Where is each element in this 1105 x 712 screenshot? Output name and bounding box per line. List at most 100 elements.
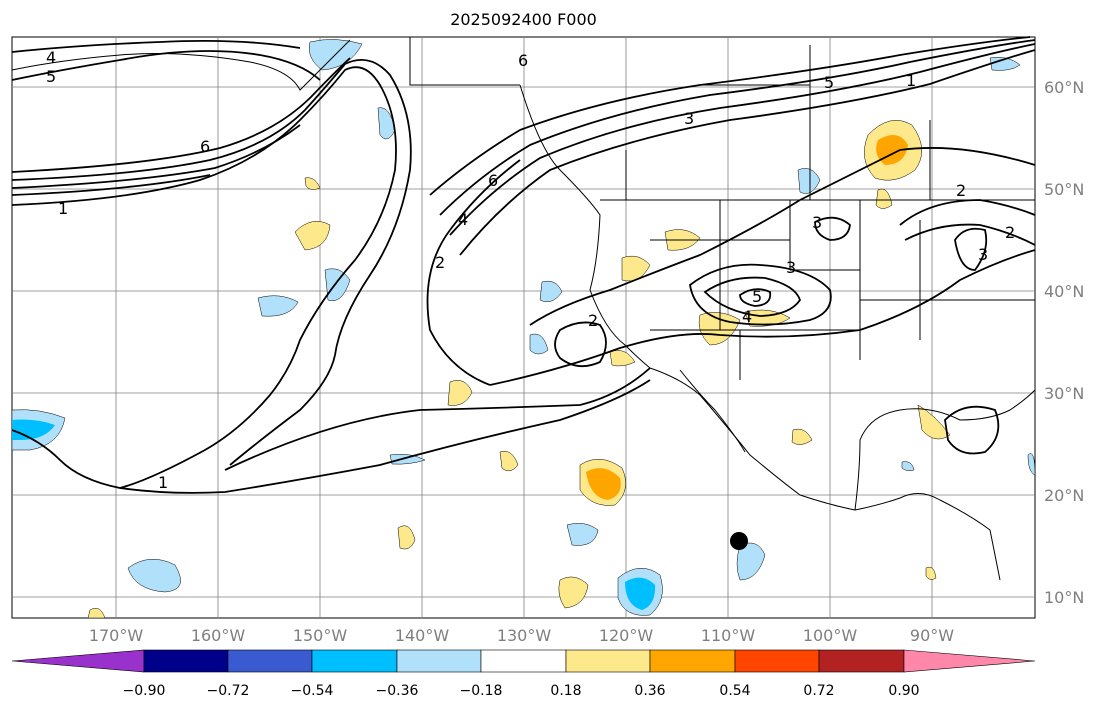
lon-label: 120°W [598, 626, 654, 645]
contour-19 [814, 216, 851, 241]
negative-anomaly [1027, 453, 1036, 476]
contour-label: 2 [435, 253, 445, 272]
lon-label: 90°W [909, 626, 955, 645]
colorbar-tick: −0.18 [459, 683, 503, 699]
positive-anomaly [87, 608, 106, 619]
location-marker [730, 532, 748, 550]
contour-24 [224, 367, 651, 471]
positive-anomaly-core [586, 468, 621, 500]
colorbar-segment [903, 649, 1036, 673]
positive-anomaly [304, 177, 321, 190]
contour-13 [426, 159, 521, 386]
colorbar-segment [227, 649, 313, 673]
positive-anomaly [397, 525, 416, 550]
plot-frame [11, 36, 1036, 619]
contour-16 [689, 263, 832, 326]
contour-label: 3 [684, 109, 694, 128]
colorbar-segment [143, 649, 229, 673]
colorbar [11, 649, 1036, 673]
contour-label: 1 [58, 199, 68, 218]
colorbar-tick: 0.72 [803, 683, 835, 699]
negative-anomaly [901, 461, 915, 471]
contour-label: 3 [812, 213, 822, 232]
contour-22 [954, 227, 988, 271]
contour-5 [11, 174, 211, 196]
contour-label: 4 [46, 48, 56, 67]
contour-label: 1 [158, 473, 168, 492]
colorbar-tick: −0.90 [122, 683, 166, 699]
colorbar-tick: −0.36 [375, 683, 419, 699]
negative-anomaly [539, 280, 563, 302]
colorbar-tick: 0.18 [550, 683, 582, 699]
contour-18 [739, 288, 772, 307]
contour-label: 6 [488, 171, 498, 190]
contour-7 [11, 39, 301, 53]
contour-4 [11, 124, 301, 189]
negative-anomaly [127, 559, 181, 593]
positive-anomaly [447, 380, 473, 406]
contour-label: 4 [742, 307, 752, 326]
contour-10 [449, 43, 1036, 236]
positive-anomaly [294, 221, 331, 251]
negative-anomaly [797, 168, 821, 194]
contour-label: 6 [200, 137, 210, 156]
lat-label: 40°N [1044, 282, 1085, 301]
negative-anomaly [566, 523, 599, 546]
contour-label: 2 [956, 181, 966, 200]
colorbar-segment [565, 649, 651, 673]
contour-2 [11, 59, 412, 466]
contour-14 [489, 249, 1036, 386]
negative-anomaly [736, 542, 766, 581]
lat-label: 60°N [1044, 78, 1085, 97]
colorbar-segment [11, 649, 145, 673]
positive-anomaly [558, 576, 589, 609]
positive-anomaly [917, 404, 951, 440]
contour-21 [904, 223, 1036, 246]
colorbar-segment [396, 649, 482, 673]
positive-anomaly [621, 255, 651, 282]
colorbar-segment [818, 649, 905, 673]
contour-17 [703, 276, 801, 317]
lat-label: 50°N [1044, 180, 1085, 199]
coastlines [11, 37, 1036, 581]
lon-label: 100°W [802, 626, 858, 645]
positive-anomaly [925, 566, 937, 580]
colorbar-tick: −0.54 [290, 683, 334, 699]
contour-25 [119, 379, 651, 494]
contour-20 [899, 199, 1036, 226]
colorbar-tick: −0.72 [206, 683, 250, 699]
colorbar-segment [480, 649, 567, 673]
contour-labels: 4 5 6 1 6 5 1 3 6 4 2 2 3 2 3 3 5 4 2 1 [46, 48, 1015, 492]
lon-label: 140°W [394, 626, 450, 645]
colorbar-segment [734, 649, 820, 673]
contour-label: 1 [906, 71, 916, 90]
positive-anomaly [609, 350, 636, 367]
positive-anomaly [791, 428, 813, 445]
map-title: 2025092400 F000 [450, 10, 597, 29]
positive-anomaly [499, 451, 519, 472]
contours [11, 36, 1036, 494]
lon-label: 170°W [88, 626, 144, 645]
colorbar-tick: 0.36 [634, 683, 666, 699]
negative-anomaly [529, 333, 549, 355]
colorbar-tick: 0.54 [719, 683, 751, 699]
contour-11 [459, 49, 1036, 256]
contour-12 [529, 147, 1036, 326]
contour-label: 5 [46, 67, 56, 86]
contour-label: 3 [786, 258, 796, 277]
lat-label: 20°N [1044, 486, 1085, 505]
contour-label: 4 [458, 210, 468, 229]
contour-label: 5 [824, 73, 834, 92]
contour-1 [11, 66, 397, 489]
contour-label: 2 [1005, 223, 1015, 242]
contour-label: 5 [752, 287, 762, 306]
lat-label: 10°N [1044, 588, 1085, 607]
colorbar-segment [311, 649, 398, 673]
lon-label: 160°W [190, 626, 246, 645]
contour-6 [11, 50, 321, 81]
contour-label: 3 [978, 245, 988, 264]
contour-3 [11, 57, 351, 173]
negative-anomaly [257, 295, 299, 317]
lon-label: 130°W [496, 626, 552, 645]
